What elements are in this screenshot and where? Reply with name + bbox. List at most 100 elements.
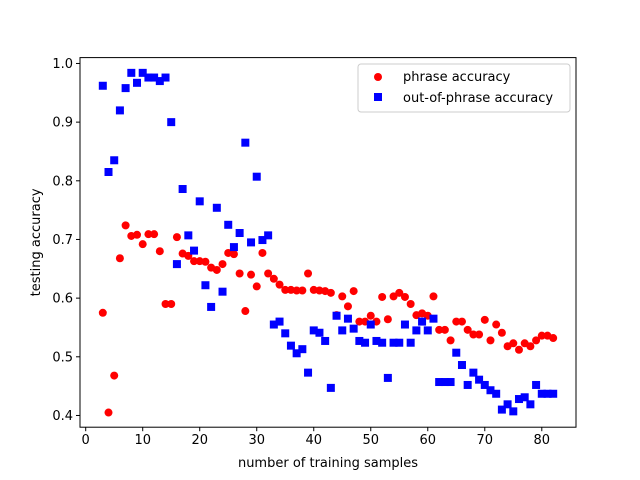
out-of-phrase-accuracy-point (247, 238, 256, 247)
out-of-phrase-accuracy-point (378, 338, 387, 347)
phrase-accuracy-point (155, 247, 164, 256)
phrase-accuracy-point (457, 317, 466, 326)
out-of-phrase-accuracy-point (355, 336, 364, 345)
phrase-accuracy-point (281, 285, 290, 294)
phrase-accuracy-point (229, 250, 238, 259)
x-tick-label: 80 (534, 433, 551, 448)
out-of-phrase-accuracy-point (497, 405, 506, 414)
phrase-accuracy-point (190, 257, 199, 266)
out-of-phrase-accuracy-point (321, 336, 330, 345)
phrase-accuracy-point (241, 307, 250, 316)
phrase-accuracy-point (480, 315, 489, 324)
phrase-accuracy-point (104, 408, 113, 417)
out-of-phrase-accuracy-point (480, 380, 489, 389)
phrase-accuracy-point (110, 371, 119, 380)
out-of-phrase-accuracy-point (195, 197, 204, 206)
y-tick-label: 0.6 (52, 292, 73, 307)
out-of-phrase-accuracy-point (264, 231, 273, 240)
out-of-phrase-accuracy-point (315, 328, 324, 337)
out-of-phrase-accuracy-point (526, 400, 535, 409)
x-tick-label: 50 (362, 433, 379, 448)
legend-label-phrase: phrase accuracy (403, 70, 511, 85)
out-of-phrase-accuracy-point (133, 78, 142, 87)
out-of-phrase-accuracy-point (212, 203, 221, 212)
phrase-accuracy-point (383, 315, 392, 324)
out-of-phrase-accuracy-point (361, 338, 370, 347)
x-tick-label: 60 (419, 433, 436, 448)
phrase-accuracy-point (133, 230, 142, 239)
out-of-phrase-accuracy-point (412, 326, 421, 335)
phrase-accuracy-point (212, 265, 221, 274)
phrase-accuracy-point (395, 288, 404, 297)
y-tick-label: 0.8 (52, 174, 73, 189)
phrase-accuracy-point (463, 325, 472, 334)
out-of-phrase-accuracy-point (104, 168, 113, 176)
phrase-accuracy-point (343, 302, 352, 311)
phrase-accuracy-point (378, 292, 387, 301)
phrase-accuracy-point (537, 331, 546, 340)
out-of-phrase-accuracy-point (224, 220, 233, 229)
out-of-phrase-accuracy-point (155, 77, 164, 86)
phrase-accuracy-point (435, 325, 444, 334)
phrase-accuracy-point (115, 254, 124, 263)
phrase-accuracy-point (509, 339, 518, 348)
x-tick-label: 30 (248, 433, 265, 448)
out-of-phrase-accuracy-point (110, 156, 119, 165)
x-axis-label: number of training samples (238, 456, 418, 471)
phrase-accuracy-point (235, 269, 244, 278)
out-of-phrase-accuracy-point (218, 287, 227, 296)
legend-label-out-of-phrase: out-of-phrase accuracy (403, 91, 553, 106)
y-axis: 0.4 0.5 0.6 0.7 0.8 0.9 1.0 (52, 57, 80, 424)
out-of-phrase-accuracy-point (418, 317, 427, 326)
legend-marker-out-of-phrase (374, 93, 382, 101)
phrase-accuracy-point (252, 282, 261, 291)
phrase-accuracy-point (275, 280, 284, 289)
x-tick-label: 0 (82, 433, 90, 448)
out-of-phrase-accuracy-point (269, 320, 278, 329)
legend-marker-phrase (374, 73, 382, 81)
phrase-accuracy-point (292, 286, 301, 295)
phrase-accuracy-point (138, 240, 147, 249)
out-of-phrase-accuracy-point (389, 338, 398, 347)
phrase-accuracy-point (264, 269, 273, 278)
out-of-phrase-accuracy-point (190, 246, 199, 255)
phrase-accuracy-point (269, 274, 278, 283)
out-of-phrase-accuracy-point (549, 389, 558, 398)
phrase-accuracy-point (469, 330, 478, 339)
phrase-accuracy-point (532, 336, 541, 345)
out-of-phrase-accuracy-point (400, 320, 409, 329)
out-of-phrase-accuracy-point (446, 378, 455, 387)
phrase-accuracy-point (167, 300, 176, 308)
legend-box (357, 63, 571, 113)
out-of-phrase-accuracy-point (167, 118, 176, 127)
y-tick-label: 0.7 (52, 233, 73, 248)
out-of-phrase-accuracy-point (298, 345, 307, 354)
out-of-phrase-accuracy-point (435, 378, 444, 387)
out-of-phrase-accuracy-point (184, 231, 193, 240)
out-of-phrase-accuracy-point (258, 236, 267, 245)
out-of-phrase-accuracy-point (537, 389, 546, 398)
phrase-accuracy-point (492, 320, 501, 329)
out-of-phrase-accuracy-point (372, 336, 381, 345)
phrase-accuracy-point (440, 325, 449, 334)
phrase-accuracy-point (549, 334, 558, 343)
phrase-accuracy-point (349, 287, 358, 296)
out-of-phrase-accuracy-point (201, 281, 210, 290)
out-of-phrase-accuracy-point (543, 389, 552, 398)
out-of-phrase-accuracy-point (440, 378, 449, 387)
phrase-accuracy-point (475, 330, 484, 339)
out-of-phrase-accuracy-point (452, 348, 461, 357)
x-axis: 0 10 20 30 40 50 60 70 80 (82, 427, 551, 448)
phrase-accuracy-point (247, 270, 256, 279)
phrase-accuracy-point (514, 345, 523, 354)
out-of-phrase-accuracy-point (235, 229, 244, 238)
phrase-accuracy-point (406, 300, 415, 308)
y-tick-label: 0.9 (52, 116, 73, 131)
out-of-phrase-accuracy-point (332, 311, 341, 320)
phrase-accuracy-point (144, 230, 153, 239)
x-tick-label: 10 (134, 433, 151, 448)
out-of-phrase-accuracy-point (207, 302, 216, 311)
out-of-phrase-accuracy-point (304, 368, 313, 377)
out-of-phrase-accuracy-point (138, 68, 147, 77)
